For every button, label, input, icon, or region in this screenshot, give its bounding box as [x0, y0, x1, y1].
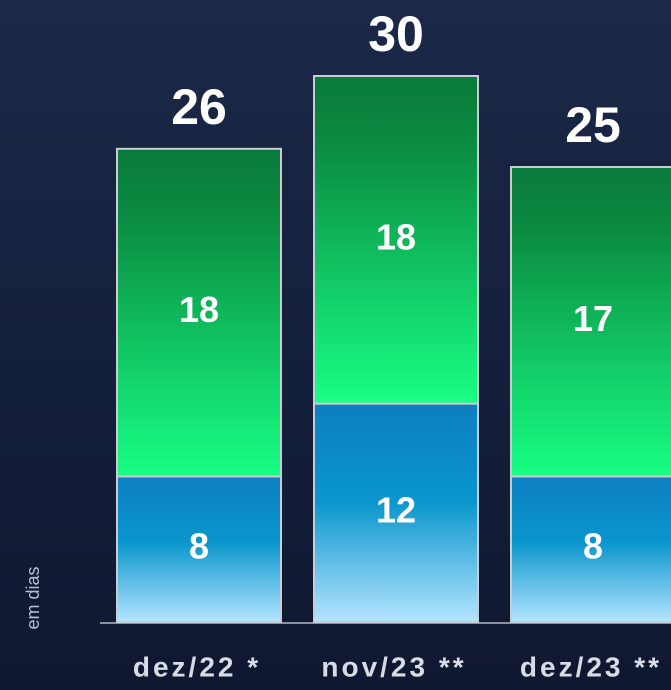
- bar-segment: [116, 147, 282, 478]
- bar-segment: [116, 475, 282, 623]
- x-tick-label: dez/23 **: [520, 651, 662, 682]
- segment-label: 12: [376, 489, 416, 530]
- segment-label: 18: [179, 289, 219, 330]
- bar-segment: [510, 166, 671, 478]
- total-label: 25: [565, 97, 621, 153]
- bar-segment: [313, 75, 479, 405]
- x-tick-label: dez/22 *: [133, 651, 261, 682]
- segment-label: 18: [376, 216, 416, 257]
- segment-label: 8: [189, 526, 209, 567]
- total-label: 30: [368, 6, 424, 62]
- x-tick-label: nov/23 **: [321, 651, 466, 682]
- segment-label: 17: [573, 298, 613, 339]
- bar-segment: [510, 475, 671, 623]
- y-axis-label: em dias: [23, 566, 43, 629]
- total-label: 26: [171, 79, 227, 135]
- segment-label: 8: [583, 526, 603, 567]
- bar-segment: [313, 402, 479, 623]
